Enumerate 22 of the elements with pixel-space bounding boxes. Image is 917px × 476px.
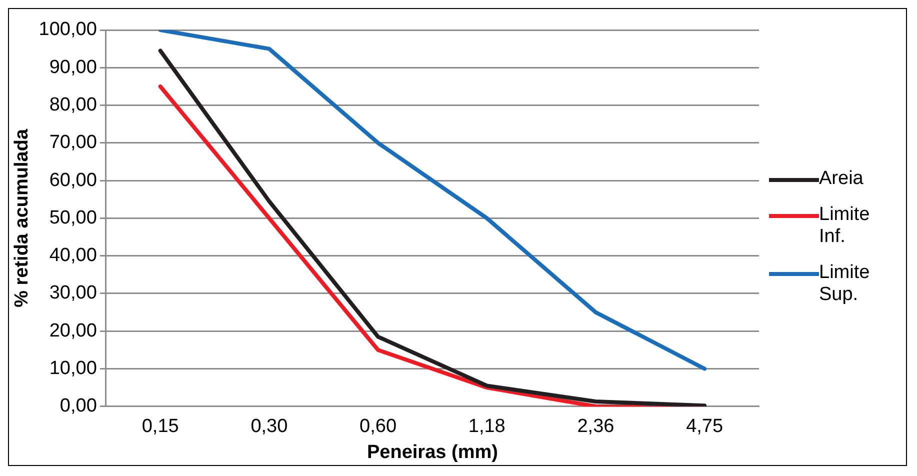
y-tick-label: 70,00 (49, 132, 97, 154)
x-tick-label: 0,30 (250, 416, 288, 438)
x-tick-label: 4,75 (686, 416, 724, 438)
y-axis-title: % retida acumulada (12, 128, 33, 308)
legend-label: Limite Inf. (819, 204, 871, 248)
x-tick-label: 0,60 (360, 416, 397, 438)
x-tick-label: 1,18 (468, 416, 506, 438)
legend-label: Limite Sup. (819, 262, 871, 306)
y-tick-label: 10,00 (49, 358, 97, 379)
y-tick-label: 60,00 (49, 170, 97, 191)
y-tick-label: 80,00 (49, 94, 97, 116)
y-tick-label: 0,00 (60, 396, 97, 417)
x-axis-title: Peneiras (mm) (366, 442, 498, 463)
y-tick-label: 50,00 (49, 207, 97, 228)
y-tick-label: 40,00 (49, 245, 97, 266)
y-tick-label: 30,00 (49, 282, 97, 304)
x-tick-label: 0,15 (142, 416, 179, 438)
y-tick-label: 90,00 (49, 56, 97, 78)
y-tick-label: 20,00 (49, 320, 97, 342)
y-tick-label: 100,00 (38, 19, 97, 40)
x-tick-label: 2,36 (577, 416, 614, 438)
legend-label: Areia (819, 168, 864, 190)
